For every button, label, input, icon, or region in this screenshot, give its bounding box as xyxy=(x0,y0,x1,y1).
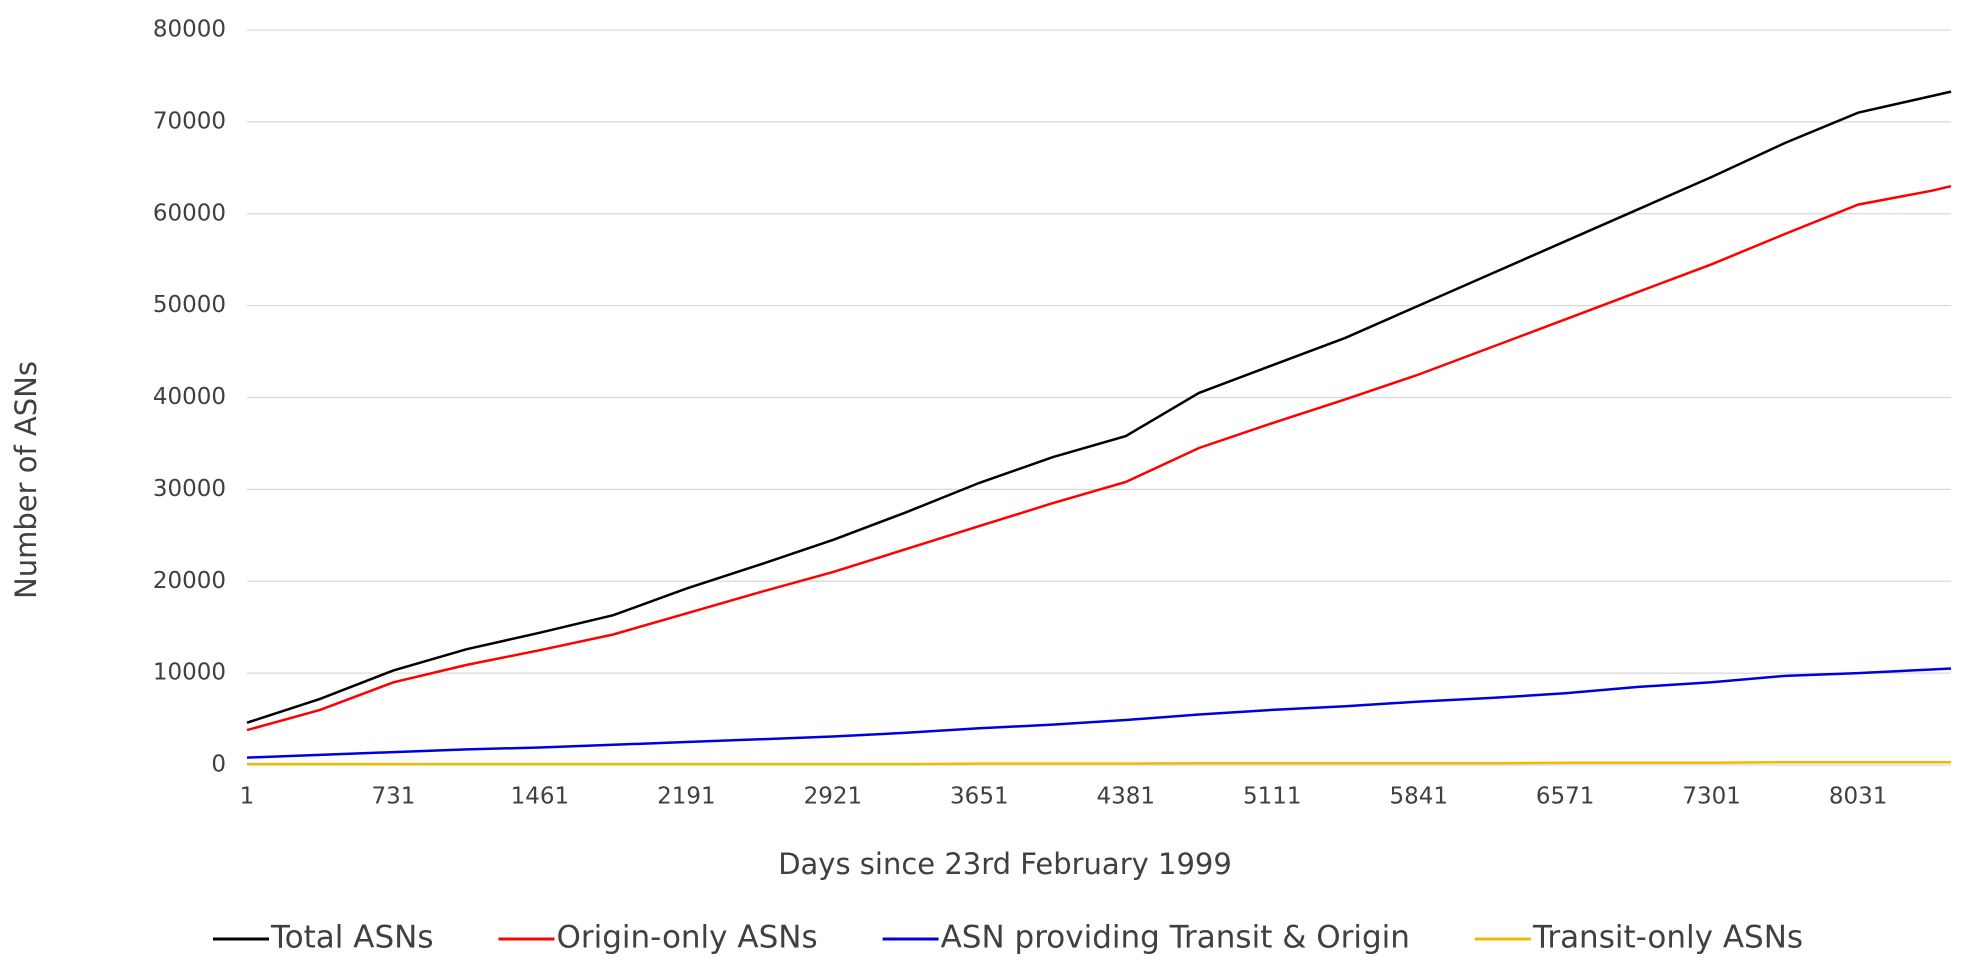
x-tick-label: 1461 xyxy=(511,784,570,810)
x-axis-title: Days since 23rd February 1999 xyxy=(778,847,1232,881)
x-tick-label: 2191 xyxy=(657,784,716,810)
y-tick-label: 20000 xyxy=(153,568,226,594)
y-tick-label: 0 xyxy=(211,752,226,778)
series-line xyxy=(246,667,1952,759)
x-tick-label: 5841 xyxy=(1389,784,1448,810)
series-line xyxy=(247,760,1951,766)
y-tick-label: 10000 xyxy=(153,660,226,686)
x-tick-label: 3651 xyxy=(950,784,1009,810)
legend-label: Transit-only ASNs xyxy=(1532,920,1803,956)
y-tick-label: 60000 xyxy=(153,200,226,226)
y-tick-label: 40000 xyxy=(153,384,226,410)
series-line xyxy=(246,184,1952,732)
x-tick-label: 4381 xyxy=(1097,784,1156,810)
series-line xyxy=(246,90,1952,724)
x-tick-label: 7301 xyxy=(1682,784,1741,810)
x-tick-label: 2921 xyxy=(804,784,863,810)
legend-label: Origin-only ASNs xyxy=(556,920,817,956)
y-axis-title: Number of ASNs xyxy=(9,361,43,599)
y-tick-label: 50000 xyxy=(153,292,226,318)
x-tick-label: 6571 xyxy=(1536,784,1595,810)
y-tick-label: 80000 xyxy=(153,17,226,43)
x-tick-label: 731 xyxy=(372,784,416,810)
x-tick-label: 8031 xyxy=(1829,784,1888,810)
x-tick-label: 5111 xyxy=(1243,784,1302,810)
x-tick-label: 1 xyxy=(240,784,255,810)
legend-label: Total ASNs xyxy=(270,920,433,956)
y-tick-label: 70000 xyxy=(153,108,226,134)
y-tick-label: 30000 xyxy=(153,476,226,502)
legend-label: ASN providing Transit & Origin xyxy=(941,920,1410,956)
